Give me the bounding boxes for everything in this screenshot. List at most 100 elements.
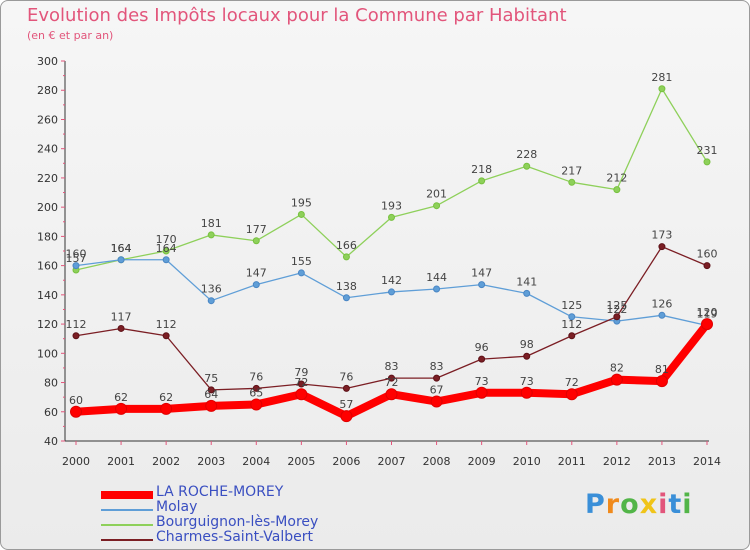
y-tick-label-140: 140	[37, 289, 58, 302]
data-label-s0-3: 64	[204, 388, 218, 401]
logo-letter: P	[585, 489, 606, 520]
data-label-s2-4: 177	[246, 223, 267, 236]
data-point-s1-2	[162, 256, 170, 264]
legend-label-molay: Molay	[156, 499, 198, 515]
y-tick-label-120: 120	[37, 318, 58, 331]
data-label-s3-14: 160	[697, 248, 718, 261]
data-label-s3-1: 117	[111, 310, 132, 323]
data-label-s2-11: 217	[561, 164, 582, 177]
data-label-s2-8: 201	[426, 188, 447, 201]
data-label-s0-11: 72	[565, 376, 579, 389]
data-label-s2-9: 218	[471, 163, 492, 176]
x-tick-label-2005: 2005	[287, 455, 315, 468]
chart-title: Evolution des Impôts locaux pour la Comm…	[27, 5, 567, 26]
data-point-s3-14	[703, 262, 711, 270]
data-point-s3-4	[252, 384, 260, 392]
data-label-s1-10: 141	[516, 275, 537, 288]
data-point-s3-1	[117, 324, 125, 332]
data-label-s2-1: 164	[111, 242, 132, 255]
legend-label-charmes: Charmes-Saint-Valbert	[156, 529, 313, 545]
logo-letter: i	[658, 489, 669, 520]
data-label-s2-13: 281	[651, 71, 672, 84]
data-label-s0-8: 67	[430, 384, 444, 397]
data-label-s3-13: 173	[651, 229, 672, 242]
data-point-s2-14	[703, 158, 711, 166]
x-tick-label-2006: 2006	[332, 455, 360, 468]
data-point-s2-2	[162, 247, 170, 255]
data-label-s1-11: 125	[561, 299, 582, 312]
data-label-s1-4: 147	[246, 267, 267, 280]
data-label-s3-9: 96	[475, 341, 489, 354]
logo-letter: x	[639, 489, 659, 520]
data-label-s0-10: 73	[520, 375, 534, 388]
data-point-s1-9	[478, 281, 486, 289]
x-tick-label-2011: 2011	[558, 455, 586, 468]
data-label-s3-6: 76	[339, 370, 353, 383]
data-point-s0-5	[295, 388, 308, 401]
data-point-s0-7	[385, 388, 398, 401]
data-label-s1-7: 142	[381, 274, 402, 287]
data-label-s1-14: 119	[697, 308, 718, 321]
data-point-s3-9	[478, 355, 486, 363]
data-label-s3-4: 76	[249, 370, 263, 383]
y-tick-label-60: 60	[44, 406, 58, 419]
data-point-s1-0	[72, 262, 80, 270]
x-tick-label-2009: 2009	[468, 455, 496, 468]
data-point-s2-11	[568, 178, 576, 186]
x-tick-label-2014: 2014	[693, 455, 721, 468]
data-label-s2-6: 166	[336, 239, 357, 252]
y-tick-label-40: 40	[44, 435, 58, 448]
data-label-s0-6: 57	[339, 398, 353, 411]
data-label-s2-12: 212	[606, 172, 627, 185]
legend-swatch-charmes	[101, 539, 153, 541]
data-point-s0-11	[565, 388, 578, 401]
data-point-s0-14	[701, 318, 713, 331]
data-point-s0-1	[115, 402, 128, 415]
data-label-s1-5: 155	[291, 255, 312, 268]
x-tick-label-2012: 2012	[603, 455, 631, 468]
y-tick-label-160: 160	[37, 260, 58, 273]
data-label-s0-13: 81	[655, 363, 669, 376]
x-tick-label-2003: 2003	[197, 455, 225, 468]
data-point-s2-12	[613, 186, 621, 194]
data-point-s3-12	[613, 313, 621, 321]
data-label-s2-3: 181	[201, 217, 222, 230]
data-label-s2-2: 170	[156, 233, 177, 246]
data-point-s2-6	[342, 253, 350, 261]
legend-swatch-bourguignon	[101, 524, 153, 526]
data-label-s0-12: 82	[610, 362, 624, 375]
data-label-s3-12: 125	[606, 299, 627, 312]
data-label-s1-8: 144	[426, 271, 447, 284]
data-point-s0-8	[430, 395, 443, 408]
y-tick-label-220: 220	[37, 172, 58, 185]
data-label-s0-9: 73	[475, 375, 489, 388]
data-point-s2-4	[252, 237, 260, 245]
data-point-s0-6	[340, 410, 353, 423]
x-tick-label-2013: 2013	[648, 455, 676, 468]
data-point-s1-5	[297, 269, 305, 277]
logo-letter: r	[605, 489, 621, 520]
legend-swatch-la-roche-morey	[101, 491, 153, 499]
x-tick-label-2008: 2008	[423, 455, 451, 468]
x-tick-label-2004: 2004	[242, 455, 270, 468]
data-point-s1-4	[252, 281, 260, 289]
data-point-s2-5	[297, 210, 305, 218]
data-label-s2-5: 195	[291, 196, 312, 209]
data-point-s2-9	[478, 177, 486, 185]
data-point-s3-6	[342, 384, 350, 392]
data-label-s0-2: 62	[159, 391, 173, 404]
data-label-s3-3: 75	[204, 372, 218, 385]
data-label-s2-0: 157	[66, 252, 87, 265]
data-label-s1-6: 138	[336, 280, 357, 293]
data-label-s2-14: 231	[697, 144, 718, 157]
data-label-s3-11: 112	[561, 318, 582, 331]
data-label-s1-12: 122	[606, 303, 627, 316]
data-label-s1-1: 164	[111, 242, 132, 255]
data-point-s0-10	[520, 386, 533, 399]
data-label-s0-0: 60	[69, 394, 83, 407]
data-label-s2-7: 193	[381, 199, 402, 212]
x-tick-label-2010: 2010	[513, 455, 541, 468]
y-tick-label-100: 100	[37, 347, 58, 360]
data-point-s2-7	[388, 213, 395, 221]
data-point-s1-13	[658, 311, 666, 319]
